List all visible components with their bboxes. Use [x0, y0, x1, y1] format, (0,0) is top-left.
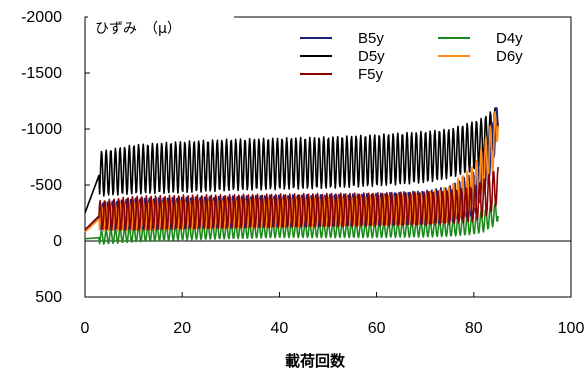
x-tick-label: 80 [465, 320, 483, 337]
unit-label-box [88, 14, 234, 46]
legend-label-f5y: F5y [358, 66, 384, 83]
x-tick-label: 40 [271, 320, 289, 337]
legend: B5y D4y D5y D6y F5y [300, 30, 523, 83]
series-lines [84, 107, 499, 245]
y-tick-label: -2000 [21, 9, 62, 26]
x-tick-label: 100 [558, 320, 585, 337]
x-tick-label: 20 [173, 320, 191, 337]
x-axis-ticks: 0 20 40 60 80 100 [81, 292, 585, 337]
legend-label-d6y: D6y [496, 48, 523, 65]
y-tick-label: -500 [30, 177, 62, 194]
x-tick-label: 0 [81, 320, 90, 337]
series-line-f5y [84, 167, 499, 231]
x-tick-label: 60 [368, 320, 386, 337]
legend-label-d5y: D5y [358, 48, 385, 65]
legend-label-d4y: D4y [496, 30, 523, 47]
unit-label: ひずみ （μ） [95, 21, 181, 37]
y-axis-ticks: -2000 -1500 -1000 -500 0 500 [21, 9, 90, 306]
y-tick-label: -1000 [21, 121, 62, 138]
y-tick-label: -1500 [21, 65, 62, 82]
series-line-d5y [84, 107, 499, 214]
legend-label-b5y: B5y [358, 30, 384, 47]
x-axis-label: 載荷回数 [285, 352, 346, 370]
y-tick-label: 500 [35, 289, 62, 306]
y-tick-label: 0 [53, 233, 62, 250]
